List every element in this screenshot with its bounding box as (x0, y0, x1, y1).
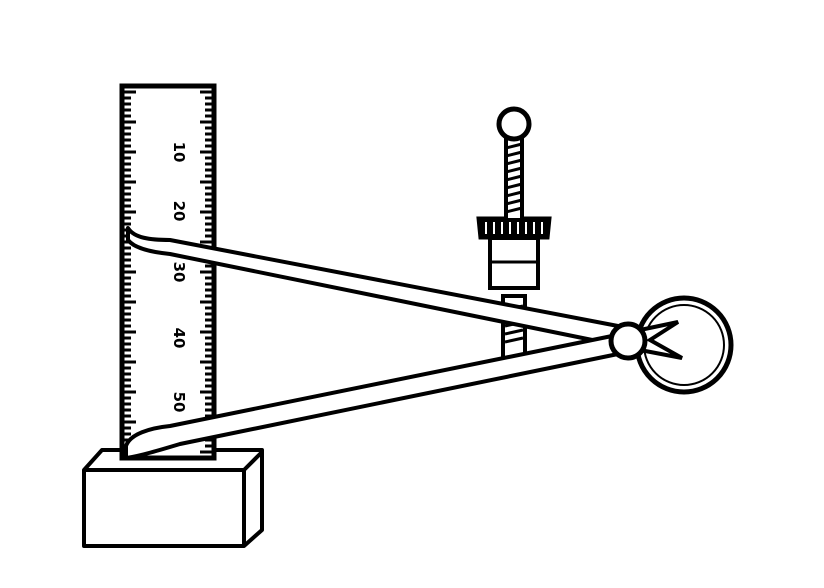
ruler-label-50: 50 (170, 392, 188, 413)
ruler-label-40: 40 (170, 328, 188, 349)
steel-ruler: 10 20 30 40 50 (119, 83, 217, 461)
caliper-pivot (608, 321, 648, 361)
base-block (82, 448, 264, 548)
caliper-spring-bow (634, 295, 734, 395)
ruler-scale-labels: 10 20 30 40 50 (170, 142, 188, 413)
ruler-label-10: 10 (170, 142, 188, 163)
ruler-label-20: 20 (170, 201, 188, 222)
ruler-label-30: 30 (170, 262, 188, 283)
